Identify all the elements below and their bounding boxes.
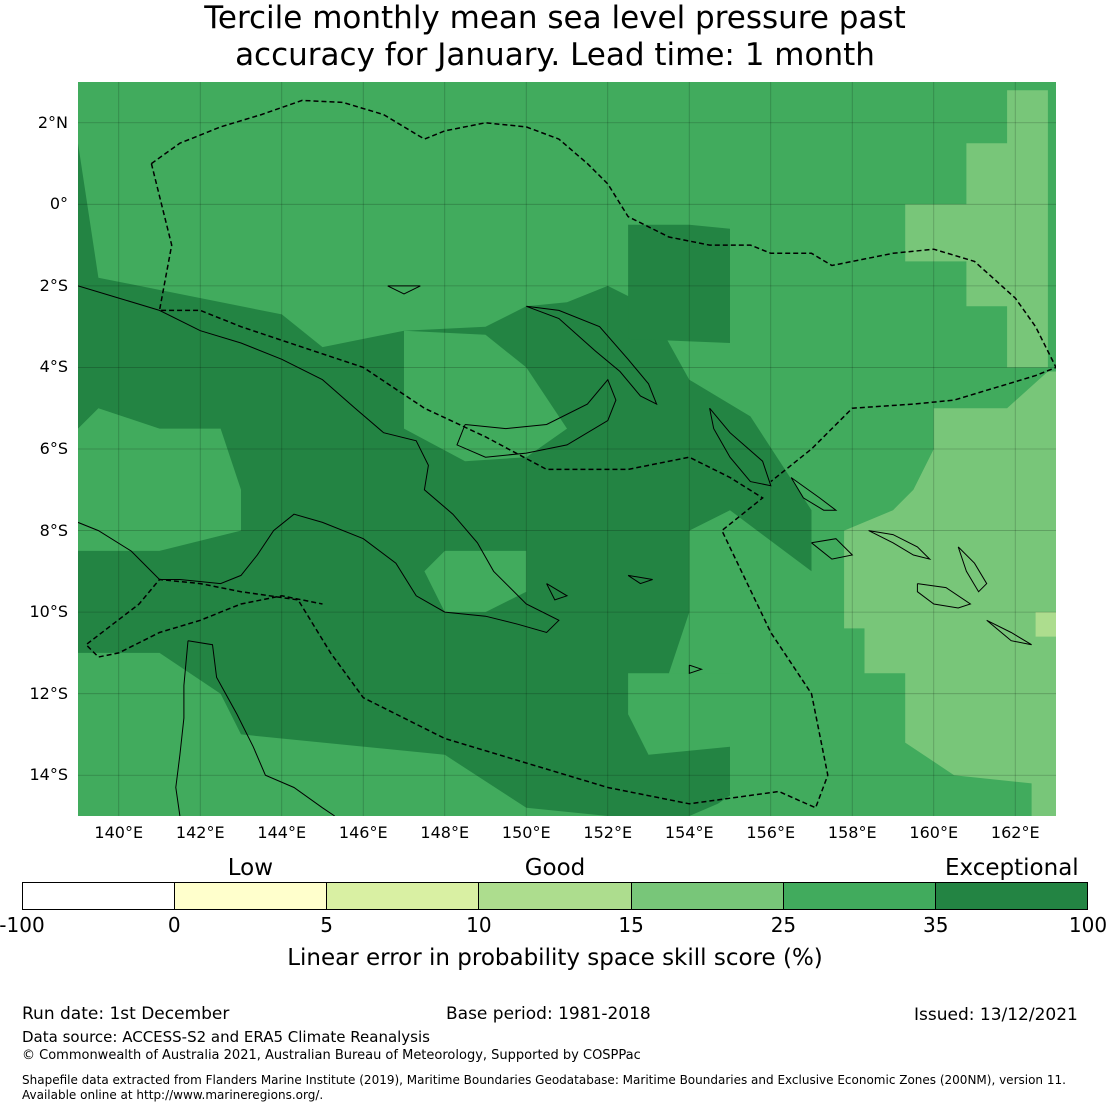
skill-region-6 <box>905 90 1048 368</box>
coastline-new-britain <box>456 378 617 458</box>
colorbar-label: Linear error in probability space skill … <box>287 945 823 971</box>
eez-boundary-png <box>84 163 829 809</box>
coastline-new-georgia <box>811 538 854 560</box>
shapefile-credit-1: Shapefile data extracted from Flanders M… <box>22 1073 1066 1087</box>
issued-date: Issued: 13/12/2021 <box>914 1005 1078 1025</box>
lat-tick-label: 0° <box>49 194 68 214</box>
title-line-1: Tercile monthly mean sea level pressure … <box>204 0 906 36</box>
colorbar-segment <box>327 883 480 909</box>
coastline-woodlark <box>627 574 653 585</box>
skill-map-svg <box>78 82 1056 816</box>
title-line-2: accuracy for January. Lead time: 1 month <box>235 37 875 73</box>
skill-region-3 <box>404 330 567 462</box>
lon-tick-label: 162°E <box>990 823 1040 842</box>
colorbar-segment <box>631 883 784 909</box>
legend-category-low: Low <box>227 855 274 881</box>
skill-region-7 <box>844 371 1056 816</box>
skill-map <box>78 82 1056 816</box>
lat-tick-label: 8°S <box>39 520 68 540</box>
shapefile-credit-2: Available online at http://www.marinereg… <box>22 1088 324 1102</box>
lat-tick-label: 6°S <box>39 439 68 458</box>
data-source: Data source: ACCESS-S2 and ERA5 Climate … <box>22 1028 430 1046</box>
skill-region-5 <box>628 673 730 755</box>
coastline-new-guinea-north <box>78 285 560 634</box>
coastline-guadalcanal <box>916 583 972 609</box>
lon-tick-label: 150°E <box>501 823 551 842</box>
colorbar-tick-label: 25 <box>770 913 797 937</box>
coastline-cape-york <box>187 640 335 816</box>
colorbar <box>22 882 1088 910</box>
colorbar-tick-label: -100 <box>0 913 45 937</box>
lat-tick-label: 2°N <box>37 112 68 132</box>
lon-tick-label: 148°E <box>420 823 470 842</box>
coastline-new-ireland <box>526 305 658 406</box>
colorbar-tick-label: 10 <box>466 913 492 937</box>
chart-title: Tercile monthly mean sea level pressure … <box>0 0 1110 74</box>
colorbar-segment <box>23 883 176 909</box>
colorbar-tick-label: 100 <box>1068 913 1108 937</box>
coastline-cape-york-west <box>175 640 189 816</box>
colorbar-segment <box>175 883 328 909</box>
coastline-choiseul <box>790 477 838 511</box>
colorbar-tick-label: 0 <box>167 913 181 937</box>
coastline-bougainville <box>709 407 772 487</box>
colorbar-tick-label: 5 <box>320 913 333 937</box>
base-period: Base period: 1981-2018 <box>446 1004 651 1024</box>
copyright: © Commonwealth of Australia 2021, Austra… <box>22 1048 641 1063</box>
skill-region-4 <box>424 550 527 613</box>
run-date: Run date: 1st December <box>22 1004 230 1024</box>
skill-region-8 <box>1035 612 1056 637</box>
coastline-manus <box>387 285 421 295</box>
coastline-malaita <box>957 546 988 593</box>
lat-tick-label: 2°S <box>39 275 68 295</box>
lat-tick-label: 4°S <box>39 357 68 377</box>
lon-tick-label: 158°E <box>827 823 877 842</box>
eez-boundary-png-north <box>150 99 1056 483</box>
lon-tick-label: 156°E <box>746 823 796 842</box>
lat-tick-label: 10°S <box>29 602 68 622</box>
lon-tick-label: 144°E <box>257 823 307 842</box>
coastline-rossel <box>688 664 704 674</box>
lon-tick-label: 140°E <box>94 823 144 842</box>
lon-tick-label: 146°E <box>338 823 388 842</box>
lat-tick-label: 14°S <box>29 765 68 785</box>
colorbar-segment <box>479 883 632 909</box>
lon-tick-label: 160°E <box>909 823 959 842</box>
lat-tick-label: 12°S <box>29 683 68 703</box>
coastline-makira <box>986 619 1032 646</box>
coastline-santa-isabel <box>868 530 932 561</box>
colorbar-tick-label: 35 <box>922 913 949 937</box>
lon-tick-label: 154°E <box>664 823 714 842</box>
colorbar-segment <box>935 883 1087 909</box>
legend-category-exceptional: Exceptional <box>945 855 1079 881</box>
legend-category-good: Good <box>524 855 586 881</box>
lon-tick-label: 152°E <box>583 823 633 842</box>
colorbar-segment <box>783 883 936 909</box>
lon-tick-label: 142°E <box>175 823 225 842</box>
skill-region-1 <box>628 224 730 343</box>
skill-region-2 <box>78 408 241 551</box>
coastline-fergusson <box>546 583 569 601</box>
colorbar-tick-label: 15 <box>618 913 644 937</box>
